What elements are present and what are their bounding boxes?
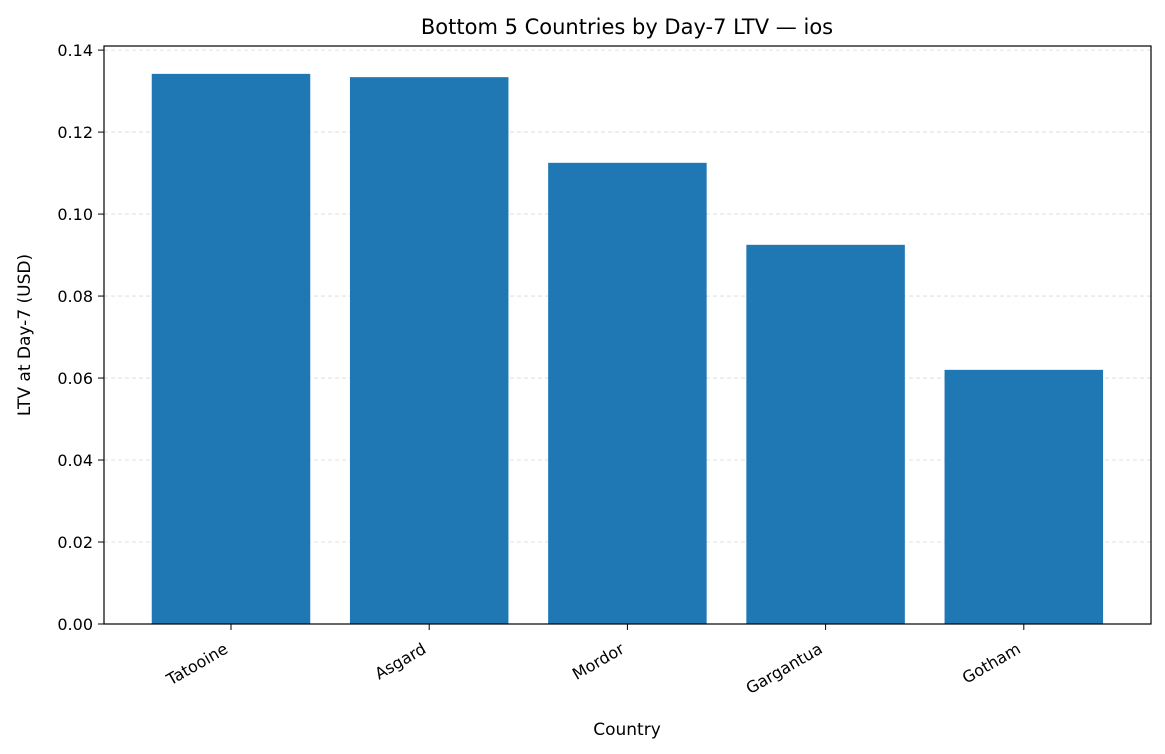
x-axis: Tatooine Asgard Mordor Gargantua Gotham xyxy=(162,624,1025,698)
x-axis-label: Country xyxy=(593,720,661,740)
chart-title: Bottom 5 Countries by Day-7 LTV — ios xyxy=(421,15,833,39)
x-tick-label: Asgard xyxy=(371,639,429,683)
y-tick-label: 0.14 xyxy=(57,41,93,60)
y-tick-label: 0.12 xyxy=(57,123,93,142)
bar-gargantua xyxy=(746,244,905,624)
x-tick-label: Gotham xyxy=(959,639,1024,687)
y-tick-label: 0.02 xyxy=(57,533,93,552)
x-tick-label: Tatooine xyxy=(162,639,231,690)
y-tick-label: 0.06 xyxy=(57,369,93,388)
y-tick-label: 0.00 xyxy=(57,615,93,634)
y-tick-label: 0.10 xyxy=(57,205,93,224)
bar-asgard xyxy=(349,77,509,625)
bar-tatooine xyxy=(151,73,311,624)
bars xyxy=(151,73,1104,625)
y-axis-label: LTV at Day-7 (USD) xyxy=(15,254,35,416)
y-tick-label: 0.08 xyxy=(57,287,93,306)
bar-mordor xyxy=(548,162,707,625)
y-tick-label: 0.04 xyxy=(57,451,93,470)
y-axis: 0.00 0.02 0.04 0.06 0.08 0.10 0.12 0.14 xyxy=(57,41,104,634)
x-tick-label: Gargantua xyxy=(743,639,826,698)
bar-gotham xyxy=(944,369,1104,624)
x-tick-label: Mordor xyxy=(569,639,628,684)
